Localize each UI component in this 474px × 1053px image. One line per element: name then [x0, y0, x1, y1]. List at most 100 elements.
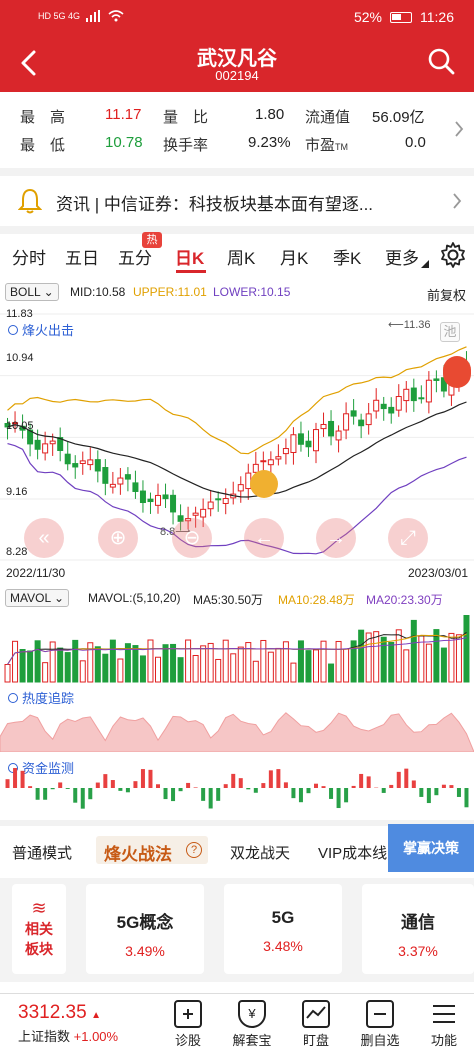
tab-five-min[interactable]: 五分 — [118, 249, 152, 268]
clock: 11:26 — [420, 9, 454, 25]
candle-body — [425, 379, 432, 403]
volume-bar — [252, 660, 259, 683]
volume-bar — [373, 631, 380, 683]
volume-bar — [27, 650, 34, 683]
capital-chart[interactable] — [0, 750, 474, 816]
volume-bar — [94, 646, 101, 683]
scroll-right-button[interactable]: → — [316, 518, 356, 558]
heat-area — [0, 712, 474, 752]
boll-lower-line — [7, 443, 467, 555]
capital-outflow-bar — [419, 788, 424, 797]
volume-chart[interactable] — [0, 608, 474, 684]
mode-vip-cost[interactable]: VIP成本线 — [318, 845, 388, 862]
decision-button[interactable]: 掌赢决策 — [388, 824, 474, 872]
nav-remove-favorite[interactable]: 删自选 — [350, 1000, 410, 1049]
nav-watch[interactable]: 盯盘 — [286, 1000, 346, 1049]
candle-body — [155, 494, 161, 506]
menu-icon — [430, 1000, 458, 1028]
sector-name: 通信 — [401, 913, 435, 932]
related-sectors-header[interactable]: ≋ 相关 板块 — [12, 884, 66, 974]
volume-bar — [64, 652, 71, 683]
fullscreen-button[interactable]: ⤢ — [388, 518, 428, 558]
volume-bar — [343, 648, 350, 683]
volume-bar — [57, 647, 64, 683]
tab-daily-k[interactable]: 日K — [175, 249, 205, 268]
scroll-left-button[interactable]: ← — [244, 518, 284, 558]
capital-outflow-bar — [80, 788, 85, 809]
tab-weekly-k[interactable]: 周K — [227, 249, 256, 268]
volume-bar — [297, 640, 304, 683]
gear-icon[interactable] — [440, 242, 466, 268]
volume-bar — [260, 639, 267, 683]
target-icon — [8, 324, 18, 335]
mode-fire-strategy[interactable]: 烽火战法 — [104, 845, 172, 864]
news-ticker[interactable]: 资讯 | 中信证券：科技板块基本面有望逐... — [0, 176, 474, 226]
candle-body — [290, 434, 297, 453]
volume-bar — [124, 643, 131, 683]
volume-bar — [410, 619, 417, 683]
candle-body — [222, 498, 229, 504]
volume-bar — [132, 645, 139, 683]
sector-card[interactable]: 通信 3.37% — [362, 884, 474, 974]
help-icon[interactable]: ? — [186, 842, 202, 858]
zoom-out-button[interactable]: ⊖ — [172, 518, 212, 558]
volume-bar — [418, 635, 425, 683]
mode-dual-dragon[interactable]: 双龙战天 — [230, 845, 291, 862]
candle-body — [94, 459, 101, 472]
volume-bar — [335, 640, 342, 683]
volume-bar — [34, 640, 41, 683]
volume-bar — [267, 651, 274, 683]
stock-code: 002194 — [215, 68, 259, 83]
capital-outflow-bar — [291, 788, 296, 799]
mode-normal[interactable]: 普通模式 — [12, 845, 73, 862]
tab-monthly-k[interactable]: 月K — [280, 249, 309, 268]
scroll-left-fast-button[interactable]: « — [24, 518, 64, 558]
heat-tracking-label[interactable]: 热度追踪 — [8, 688, 74, 707]
boll-upper: UPPER:11.01 — [133, 285, 207, 299]
tab-five-day[interactable]: 五日 — [65, 249, 99, 268]
volume-bar — [155, 656, 161, 683]
fire-signal-label[interactable]: 烽火出击 — [8, 320, 74, 339]
pool-badge[interactable]: 池 — [440, 322, 460, 342]
nav-unlock[interactable]: ¥ 解套宝 — [222, 1000, 282, 1049]
boll-legend: BOLL ⌄ MID:10.58 UPPER:11.01 LOWER:10.15… — [0, 282, 474, 303]
capital-monitor-label[interactable]: 资金监测 — [8, 758, 74, 777]
candle-body — [328, 420, 335, 437]
zoom-in-button[interactable]: ⊕ — [98, 518, 138, 558]
volume-indicator-selector[interactable]: MAVOL ⌄ — [5, 589, 70, 607]
index-value: 3312.35 — [18, 1002, 87, 1023]
tab-intraday[interactable]: 分时 — [12, 249, 46, 268]
capital-inflow-bar — [223, 784, 228, 788]
tab-more[interactable]: 更多 — [385, 249, 419, 268]
indicator-selector[interactable]: BOLL ⌄ — [5, 283, 59, 301]
flame-icon[interactable] — [443, 356, 471, 388]
capital-inflow-bar — [389, 784, 394, 788]
price-adjust-selector[interactable]: 前复权 — [426, 288, 466, 303]
volume-bar — [358, 629, 365, 683]
volume-bar — [49, 641, 56, 683]
battery-icon — [390, 11, 412, 23]
volume-bar — [42, 662, 49, 683]
chevron-right-icon[interactable] — [454, 120, 464, 138]
capital-inflow-bar — [359, 773, 364, 788]
candle-body — [49, 440, 56, 445]
volume-bar — [139, 655, 146, 683]
turnover-label: 换手率 — [163, 137, 209, 154]
search-icon[interactable] — [426, 46, 456, 76]
candlestick-chart[interactable] — [0, 302, 474, 586]
divider — [0, 168, 474, 176]
sector-card[interactable]: 5G概念 3.49% — [86, 884, 204, 974]
candle-body — [147, 498, 154, 503]
heat-chart[interactable] — [0, 700, 474, 752]
capital-outflow-bar — [125, 788, 130, 793]
volume-bar — [230, 653, 237, 683]
candle-body — [42, 443, 49, 454]
index-ticker[interactable]: 3312.35 ▲ 上证指数 +1.00% — [18, 1002, 158, 1045]
back-arrow-icon[interactable] — [14, 48, 44, 78]
tab-quarterly-k[interactable]: 季K — [333, 249, 362, 268]
nav-diagnose[interactable]: 诊股 — [158, 1000, 218, 1049]
nav-functions[interactable]: 功能 — [414, 1000, 474, 1049]
volume-bar — [215, 658, 222, 683]
sector-card[interactable]: 5G 3.48% — [224, 884, 342, 974]
capital-inflow-bar — [58, 782, 63, 788]
